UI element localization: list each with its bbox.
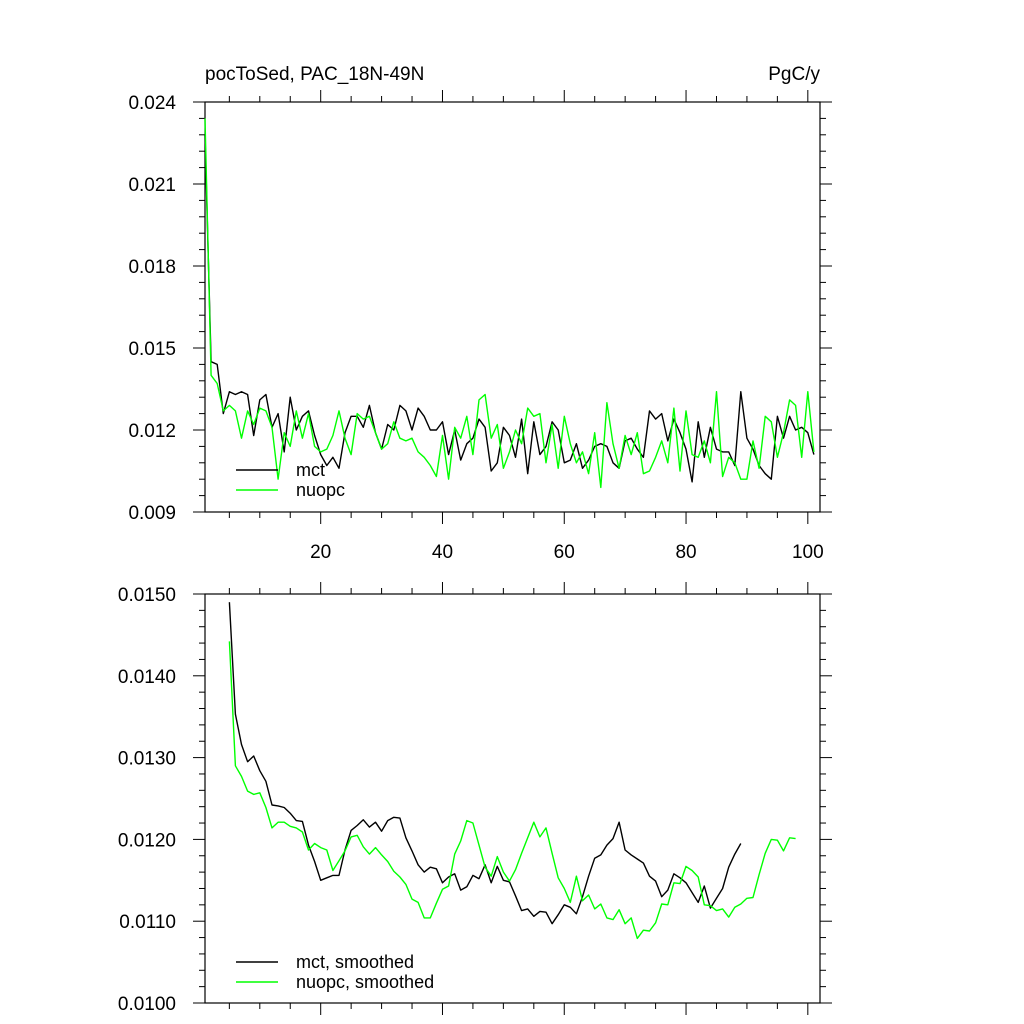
x-tick-label: 80 xyxy=(675,542,696,563)
y-tick-label: 0.018 xyxy=(128,257,176,278)
y-tick-label: 0.0140 xyxy=(118,667,176,688)
legend-label: nuopc xyxy=(296,480,345,500)
legend-label: mct xyxy=(296,460,325,480)
y-tick-label: 0.015 xyxy=(128,339,176,360)
x-tick-label: 20 xyxy=(310,542,331,563)
y-tick-label: 0.009 xyxy=(128,503,176,524)
y-tick-label: 0.024 xyxy=(128,93,176,114)
series-line-nuopc-smoothed xyxy=(228,641,796,940)
series-line-nuopc xyxy=(204,118,815,489)
series-line-mct xyxy=(204,134,815,483)
x-tick-label: 60 xyxy=(554,542,575,563)
plot-frame xyxy=(204,101,821,513)
plot-frame xyxy=(204,593,821,1004)
x-tick-label: 40 xyxy=(432,542,453,563)
legend-label: nuopc, smoothed xyxy=(296,972,434,992)
y-tick-label: 0.021 xyxy=(128,175,176,196)
y-tick-label: 0.0110 xyxy=(119,912,176,933)
top-panel: 0.009 0.012 0.015 0.018 0.021 0.024 20 40 60 80 10… xyxy=(128,64,832,563)
y-tick-label: 0.0120 xyxy=(118,830,176,851)
legend-label: mct, smoothed xyxy=(296,952,414,972)
chart-title: pocToSed, PAC_18N-49N xyxy=(205,64,424,85)
x-tick-label: 100 xyxy=(792,542,824,563)
y-tick-label: 0.0150 xyxy=(118,585,176,606)
series-line-mct-smoothed xyxy=(228,602,742,925)
bottom-panel: 0.0100 0.0110 0.0120 0.0130 0.0140 0.0150 mct,… xyxy=(118,582,832,1015)
y-tick-label: 0.0130 xyxy=(118,749,176,770)
y-tick-label: 0.0100 xyxy=(118,994,176,1015)
units-label: PgC/y xyxy=(768,64,820,85)
y-tick-label: 0.012 xyxy=(128,421,176,442)
